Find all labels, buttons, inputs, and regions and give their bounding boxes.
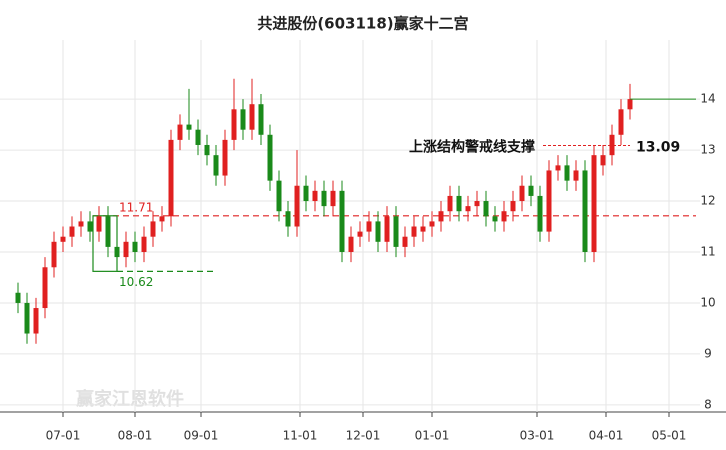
candle-body: [105, 216, 111, 247]
candle-body: [276, 180, 282, 212]
candle-body: [60, 236, 66, 242]
candle-body: [15, 292, 21, 303]
candle-body: [258, 104, 264, 135]
candle-body: [114, 246, 120, 258]
chart-title: 共进股份(603118)赢家十二宫: [257, 15, 468, 33]
candle-body: [465, 206, 471, 212]
candle-body: [186, 124, 192, 130]
candle-body: [240, 109, 246, 130]
y-tick-label: 10: [700, 295, 715, 309]
x-tick-label: 09-01: [184, 429, 219, 443]
candle-body: [393, 216, 399, 247]
candle-body: [420, 226, 426, 232]
candle-body: [483, 201, 489, 217]
candle-body: [285, 211, 291, 227]
x-tick-label: 03-01: [520, 429, 555, 443]
candle-body: [366, 221, 372, 232]
candle-body: [501, 211, 507, 222]
candle-body: [510, 201, 516, 212]
x-tick-label: 04-01: [589, 429, 624, 443]
candle-body: [411, 226, 417, 237]
candle-body: [609, 134, 615, 156]
candle-body: [528, 185, 534, 196]
candle-body: [159, 216, 165, 222]
candle-body: [330, 190, 336, 207]
candle-body: [195, 129, 201, 145]
y-tick-label: 11: [700, 244, 715, 258]
support-label: 10.62: [119, 275, 153, 289]
candle-body: [177, 124, 183, 140]
candle-body: [618, 109, 624, 135]
x-tick-label: 11-01: [283, 429, 318, 443]
candle-body: [438, 211, 444, 222]
candle-body: [96, 216, 102, 232]
candle-body: [87, 221, 93, 232]
candle-body: [348, 236, 354, 252]
y-tick-label: 13: [700, 143, 715, 157]
candle-body: [519, 185, 525, 202]
candle-body: [402, 236, 408, 247]
x-tick-label: 08-01: [118, 429, 153, 443]
x-tick-label: 07-01: [46, 429, 81, 443]
candle-body: [447, 195, 453, 212]
candle-body: [591, 155, 597, 252]
candle-body: [204, 144, 210, 156]
candle-body: [573, 170, 579, 181]
candle-body: [564, 165, 570, 181]
candle-body: [222, 139, 228, 176]
y-tick-label: 9: [704, 346, 712, 360]
candle-body: [546, 170, 552, 232]
candle-body: [78, 221, 84, 227]
candle-body: [429, 221, 435, 227]
candle-body: [51, 241, 57, 268]
candle-body: [537, 195, 543, 232]
x-tick-label: 01-01: [415, 429, 450, 443]
y-tick-label: 8: [704, 397, 712, 411]
candle-body: [627, 99, 633, 110]
candle-body: [492, 216, 498, 222]
resistance-label: 11.71: [119, 200, 153, 214]
candle-body: [168, 139, 174, 217]
candle-body: [231, 109, 237, 140]
candle-body: [303, 185, 309, 202]
y-tick-label: 14: [700, 92, 715, 106]
candle-body: [150, 221, 156, 237]
watermark: 赢家江恩软件: [76, 388, 184, 410]
candle-body: [249, 104, 255, 130]
candle-body: [42, 267, 48, 309]
candle-body: [456, 195, 462, 212]
candle-body: [213, 155, 219, 176]
x-tick-label: 12-01: [346, 429, 381, 443]
y-tick-label: 12: [700, 194, 715, 208]
candle-body: [321, 190, 327, 207]
candle-body: [474, 201, 480, 207]
candle-body: [123, 241, 129, 258]
candle-body: [267, 134, 273, 181]
candle-body: [141, 236, 147, 252]
candle-body: [582, 170, 588, 252]
candle-body: [33, 308, 39, 334]
candle-body: [312, 190, 318, 202]
warning-label: 上涨结构警戒线支撑: [409, 138, 535, 155]
candle-body: [294, 185, 300, 227]
candle-body: [24, 302, 30, 334]
candle-body: [600, 155, 606, 166]
candle-body: [69, 226, 75, 237]
candle-body: [339, 190, 345, 252]
candle-body: [555, 165, 561, 171]
candle-body: [375, 221, 381, 242]
candle-body: [384, 216, 390, 242]
candle-body: [132, 241, 138, 252]
warning-value: 13.09: [636, 139, 680, 155]
candle-body: [357, 231, 363, 237]
x-tick-label: 05-01: [652, 429, 687, 443]
